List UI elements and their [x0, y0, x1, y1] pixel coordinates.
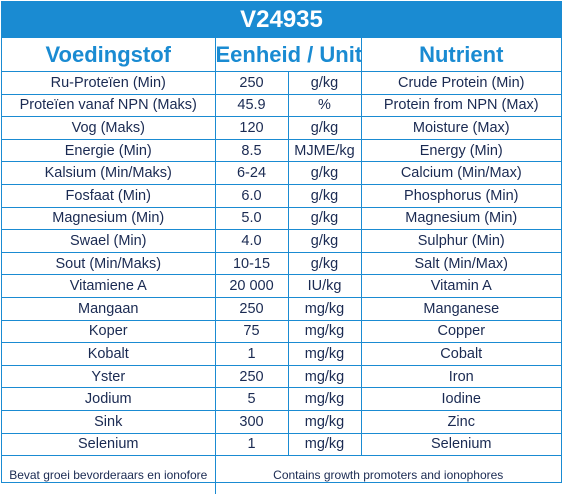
table-row: Vitamiene A 20 000 IU/kg Vitamin A [2, 274, 561, 298]
nutrient-afrikaans: Vog (Maks) [2, 116, 216, 140]
header-unit: Eenheid / Unit [214, 38, 362, 72]
nutrient-unit: mg/kg [287, 387, 362, 411]
footer-english: Contains growth promoters and ionophores [214, 455, 561, 494]
table-row: Vog (Maks) 120 g/kg Moisture (Max) [2, 116, 561, 140]
nutrient-unit: g/kg [287, 183, 362, 208]
nutrient-value: 6.0 [214, 183, 289, 208]
nutrient-afrikaans: Proteïen vanaf NPN (Maks) [2, 93, 216, 118]
nutrient-english: Sulphur (Min) [360, 229, 561, 253]
nutrient-value: 120 [214, 116, 289, 140]
nutrient-english: Magnesium (Min) [360, 206, 561, 231]
nutrient-english: Cobalt [360, 342, 561, 366]
nutrient-unit: g/kg [287, 116, 362, 140]
nutrient-english: Selenium [360, 432, 561, 457]
nutrient-value: 75 [214, 319, 289, 344]
nutrient-english: Moisture (Max) [360, 116, 561, 140]
table-row: Mangaan 250 mg/kg Manganese [2, 296, 561, 321]
product-code-title: V24935 [2, 2, 561, 38]
table-row: Energie (Min) 8.5 MJME/kg Energy (Min) [2, 138, 561, 163]
nutrient-afrikaans: Swael (Min) [2, 229, 216, 253]
nutrient-english: Crude Protein (Min) [360, 71, 561, 95]
nutrient-english: Salt (Min/Max) [360, 251, 561, 276]
nutrient-afrikaans: Selenium [2, 432, 216, 457]
nutrient-afrikaans: Kobalt [2, 342, 216, 366]
nutrient-afrikaans: Magnesium (Min) [2, 206, 216, 231]
nutrient-english: Phosphorus (Min) [360, 183, 561, 208]
nutrient-value: 4.0 [214, 229, 289, 253]
table-row: Sout (Min/Maks) 10-15 g/kg Salt (Min/Max) [2, 251, 561, 276]
nutrient-afrikaans: Vitamiene A [2, 274, 216, 298]
nutrient-unit: mg/kg [287, 342, 362, 366]
nutrient-afrikaans: Sink [2, 409, 216, 434]
nutrient-afrikaans: Fosfaat (Min) [2, 183, 216, 208]
nutrient-unit: g/kg [287, 229, 362, 253]
nutrient-unit: g/kg [287, 206, 362, 231]
nutrient-value: 20 000 [214, 274, 289, 298]
nutrient-value: 8.5 [214, 138, 289, 163]
table-row: Sink 300 mg/kg Zinc [2, 409, 561, 434]
nutrient-unit: g/kg [287, 161, 362, 185]
header-english: Nutrient [360, 38, 561, 72]
nutrient-afrikaans: Yster [2, 364, 216, 389]
nutrient-unit: mg/kg [287, 432, 362, 457]
nutrient-table: Voedingstof Eenheid / Unit Nutrient Ru-P… [2, 38, 561, 494]
header-afrikaans: Voedingstof [2, 38, 216, 72]
table-row: Koper 75 mg/kg Copper [2, 319, 561, 344]
nutrient-unit: mg/kg [287, 409, 362, 434]
nutrient-value: 300 [214, 409, 289, 434]
nutrient-value: 250 [214, 71, 289, 95]
header-row: Voedingstof Eenheid / Unit Nutrient [2, 38, 561, 72]
nutrient-afrikaans: Kalsium (Min/Maks) [2, 161, 216, 185]
footer-row: Bevat groei bevorderaars en ionofore Con… [2, 455, 561, 494]
table-row: Jodium 5 mg/kg Iodine [2, 387, 561, 411]
footer-afrikaans: Bevat groei bevorderaars en ionofore [2, 455, 216, 494]
nutrient-english: Energy (Min) [360, 138, 561, 163]
nutrient-afrikaans: Sout (Min/Maks) [2, 251, 216, 276]
table-row: Fosfaat (Min) 6.0 g/kg Phosphorus (Min) [2, 183, 561, 208]
nutrient-english: Manganese [360, 296, 561, 321]
nutrient-unit: MJME/kg [287, 138, 362, 163]
table-row: Proteïen vanaf NPN (Maks) 45.9% Protein fr… [2, 93, 561, 118]
nutrient-english: Vitamin A [360, 274, 561, 298]
nutrient-afrikaans: Ru-Proteïen (Min) [2, 71, 216, 95]
nutrient-english: Iron [360, 364, 561, 389]
nutrient-value: 5.0 [214, 206, 289, 231]
table-row: Magnesium (Min) 5.0 g/kg Magnesium (Min) [2, 206, 561, 231]
nutrient-afrikaans: Jodium [2, 387, 216, 411]
nutrient-afrikaans: Mangaan [2, 296, 216, 321]
nutrient-afrikaans: Energie (Min) [2, 138, 216, 163]
nutrient-english: Copper [360, 319, 561, 344]
nutrient-value: 45.9 [214, 93, 289, 118]
nutrient-unit: mg/kg [287, 319, 362, 344]
table-row: Selenium 1 mg/kg Selenium [2, 432, 561, 457]
table-body: Ru-Proteïen (Min) 250 g/kg Crude Protein (M… [2, 71, 561, 457]
table-row: Yster 250 mg/kg Iron [2, 364, 561, 389]
nutrient-unit: IU/kg [287, 274, 362, 298]
nutrient-unit: mg/kg [287, 364, 362, 389]
nutrient-english: Iodine [360, 387, 561, 411]
nutrient-english: Zinc [360, 409, 561, 434]
nutrient-unit: g/kg [287, 71, 362, 95]
table-row: Kalsium (Min/Maks) 6-24 g/kg Calcium (Min/M… [2, 161, 561, 185]
nutrient-value: 1 [214, 342, 289, 366]
nutrient-value: 10-15 [214, 251, 289, 276]
table-row: Swael (Min) 4.0 g/kg Sulphur (Min) [2, 229, 561, 253]
table-row: Kobalt 1 mg/kg Cobalt [2, 342, 561, 366]
nutrient-value: 6-24 [214, 161, 289, 185]
nutrient-unit: % [287, 93, 362, 118]
table-row: Ru-Proteïen (Min) 250 g/kg Crude Protein (M… [2, 71, 561, 95]
nutrient-value: 5 [214, 387, 289, 411]
nutrient-english: Calcium (Min/Max) [360, 161, 561, 185]
nutrient-unit: g/kg [287, 251, 362, 276]
nutrient-afrikaans: Koper [2, 319, 216, 344]
nutrient-value: 250 [214, 364, 289, 389]
nutrient-english: Protein from NPN (Max) [360, 93, 561, 118]
nutrient-value: 1 [214, 432, 289, 457]
nutrient-value: 250 [214, 296, 289, 321]
nutrient-unit: mg/kg [287, 296, 362, 321]
